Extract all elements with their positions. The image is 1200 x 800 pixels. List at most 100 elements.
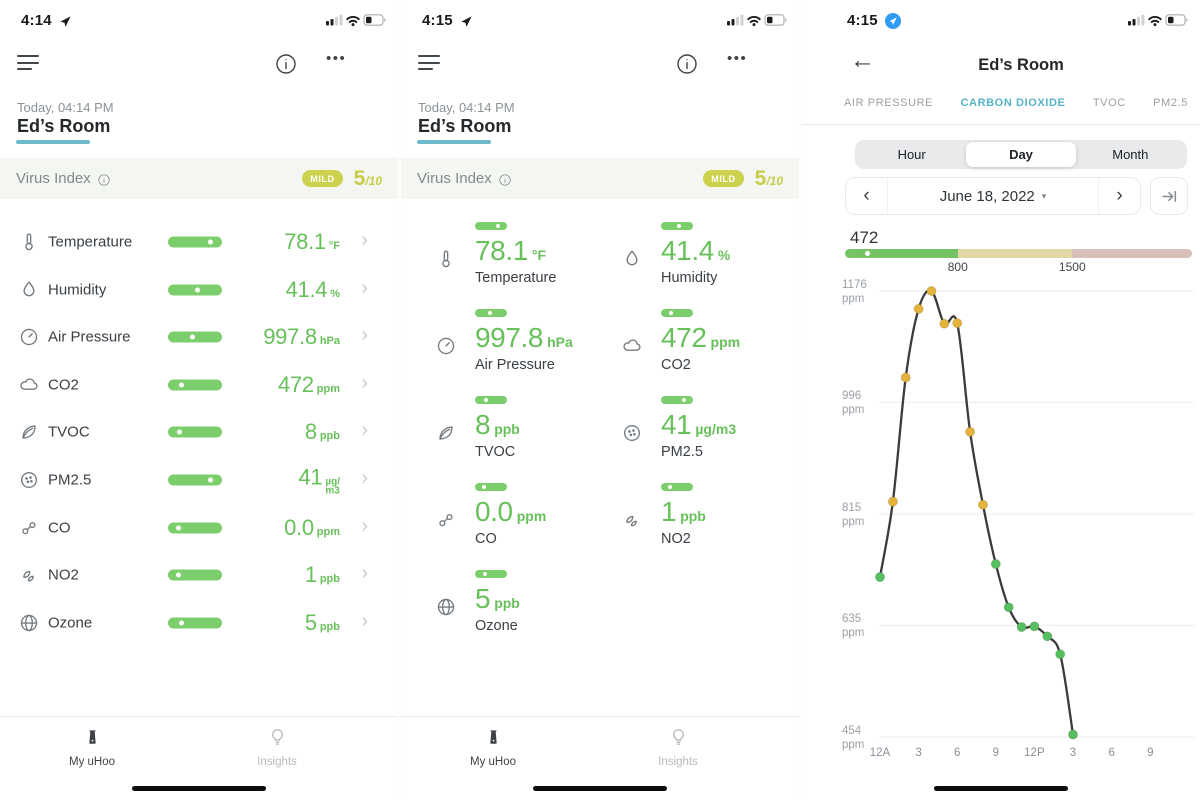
tab-insights[interactable]: Insights	[222, 726, 332, 768]
virus-score: 5/10	[353, 166, 382, 190]
virus-index-row[interactable]: Virus Index MILD 5/10	[401, 158, 799, 199]
metric-name: CO2	[661, 357, 691, 373]
metric-name: Humidity	[48, 281, 107, 299]
chevron-right-icon: ›	[361, 419, 368, 442]
metric-card-tvoc[interactable]: 8 ppb TVOC	[425, 396, 603, 460]
metric-name: TVOC	[475, 444, 516, 460]
metric-unit: ppb	[494, 595, 520, 611]
status-icons	[727, 13, 787, 32]
home-indicator[interactable]	[533, 786, 667, 791]
metric-row-pm2-5[interactable]: PM2.5 41 µg/m3 ›	[0, 456, 398, 504]
info-icon[interactable]	[274, 52, 298, 76]
date-selector-button[interactable]: June 18, 2022 ▾	[888, 178, 1098, 214]
data-point[interactable]	[952, 318, 963, 329]
status-time: 4:15	[847, 12, 878, 29]
sensor-tab-tvoc[interactable]: TVOC	[1092, 97, 1126, 109]
home-indicator[interactable]	[934, 786, 1068, 791]
slider-dot	[669, 311, 673, 315]
metric-row-no2[interactable]: NO2 1 ppb ›	[0, 551, 398, 599]
range-tab-month[interactable]: Month	[1112, 147, 1149, 162]
previous-date-button[interactable]: ‹	[846, 178, 888, 214]
next-date-button[interactable]: ›	[1098, 178, 1140, 214]
slider-dot	[176, 572, 182, 578]
tab-my-uhoo[interactable]: My uHoo	[37, 726, 147, 768]
date-navigator: ‹ June 18, 2022 ▾ ›	[845, 177, 1141, 215]
info-icon[interactable]	[675, 52, 699, 76]
data-point[interactable]	[900, 372, 911, 383]
slider-dot	[487, 311, 492, 315]
metric-row-tvoc[interactable]: TVOC 8 ppb ›	[0, 408, 398, 456]
metric-row-humidity[interactable]: Humidity 41.4% ›	[0, 266, 398, 314]
metric-row-co[interactable]: CO 0.0 ppm ›	[0, 504, 398, 552]
metric-row-co2[interactable]: CO2 472 ppm ›	[0, 361, 398, 409]
slider-dot	[681, 398, 686, 402]
metric-level-slider	[168, 331, 222, 343]
tab-insights[interactable]: Insights	[623, 726, 733, 768]
metric-row-ozone[interactable]: Ozone 5 ppb ›	[0, 599, 398, 647]
skip-to-latest-button[interactable]	[1150, 177, 1188, 215]
more-options-button[interactable]: •••	[727, 50, 748, 67]
slider-dot	[177, 429, 183, 435]
metric-level-slider	[475, 222, 507, 230]
metric-number: 41	[661, 409, 692, 440]
virus-status-badge: MILD	[302, 170, 343, 187]
virus-index-row[interactable]: Virus Index MILD 5/10	[0, 158, 398, 199]
metric-card-air-pressure[interactable]: 997.8 hPa Air Pressure	[425, 309, 603, 373]
room-title[interactable]: Ed’s Room	[418, 116, 512, 136]
menu-button[interactable]	[17, 55, 41, 73]
metric-card-co2[interactable]: 472 ppm CO2	[611, 309, 789, 373]
metric-row-air-pressure[interactable]: Air Pressure 997.8 hPa ›	[0, 313, 398, 361]
timestamp-label: Today, 04:14 PM	[418, 100, 515, 115]
more-options-button[interactable]: •••	[326, 50, 347, 67]
data-point[interactable]	[913, 303, 924, 314]
data-point[interactable]	[939, 318, 950, 329]
metric-card-no2[interactable]: 1 ppb NO2	[611, 483, 789, 547]
metric-card-humidity[interactable]: 41.4% Humidity	[611, 222, 789, 286]
tab-my-uhoo[interactable]: My uHoo	[438, 726, 548, 768]
metric-number: 997.8	[263, 324, 317, 350]
data-point[interactable]	[1016, 621, 1027, 633]
data-point[interactable]	[990, 558, 1001, 570]
metric-card-co[interactable]: 0.0 ppm CO	[425, 483, 603, 547]
data-point[interactable]	[1042, 631, 1053, 642]
ozone-icon	[18, 612, 40, 634]
metric-level-slider	[168, 617, 222, 629]
data-point[interactable]	[1055, 649, 1066, 660]
metric-level-slider	[168, 522, 222, 534]
data-point[interactable]	[977, 499, 989, 510]
metric-level-slider	[168, 284, 222, 296]
y-axis-tick-value: 635	[842, 613, 861, 625]
data-point[interactable]	[1029, 621, 1040, 632]
menu-button[interactable]	[418, 55, 442, 73]
home-indicator[interactable]	[132, 786, 266, 791]
chevron-right-icon: ›	[361, 609, 368, 632]
data-point[interactable]	[965, 426, 976, 437]
range-tab-day[interactable]: Day	[966, 142, 1076, 167]
status-time: 4:15	[422, 12, 453, 29]
co2-line-chart[interactable]: 1176 ppm 996 ppm 815 ppm 635 ppm 454 ppm 12A 3 6 9 12P…	[802, 0, 1200, 800]
data-point[interactable]	[926, 285, 937, 297]
metric-value: 78.1 °F	[284, 229, 340, 255]
data-point[interactable]	[1067, 729, 1079, 740]
back-button[interactable]: ←	[850, 46, 875, 74]
tab-label: Insights	[658, 756, 698, 768]
room-title[interactable]: Ed’s Room	[17, 116, 111, 136]
range-tab-hour[interactable]: Hour	[897, 147, 926, 162]
sensor-tab-air-pressure[interactable]: AIR PRESSURE	[844, 97, 934, 109]
metric-value: 997.8 hPa	[475, 322, 603, 354]
metric-row-temperature[interactable]: Temperature 78.1 °F ›	[0, 218, 398, 266]
metric-card-pm2-5[interactable]: 41 µg/m3 PM2.5	[611, 396, 789, 460]
chevron-right-icon: ›	[361, 324, 368, 347]
metric-name: Ozone	[48, 614, 93, 632]
data-point[interactable]	[887, 496, 899, 507]
data-point[interactable]	[1003, 602, 1014, 613]
sensor-tab-pm2-5[interactable]: PM2.5	[1153, 97, 1188, 109]
data-point[interactable]	[874, 571, 886, 583]
metric-number: 0.0	[475, 496, 513, 527]
metric-unit: ppb	[319, 573, 340, 586]
sensor-tab-carbon-dioxide[interactable]: CARBON DIOXIDE	[960, 97, 1066, 109]
tab-label: Insights	[257, 756, 297, 768]
metric-card-ozone[interactable]: 5 ppb Ozone	[425, 570, 603, 634]
metric-card-temperature[interactable]: 78.1 °F Temperature	[425, 222, 603, 286]
slider-dot	[483, 398, 488, 402]
